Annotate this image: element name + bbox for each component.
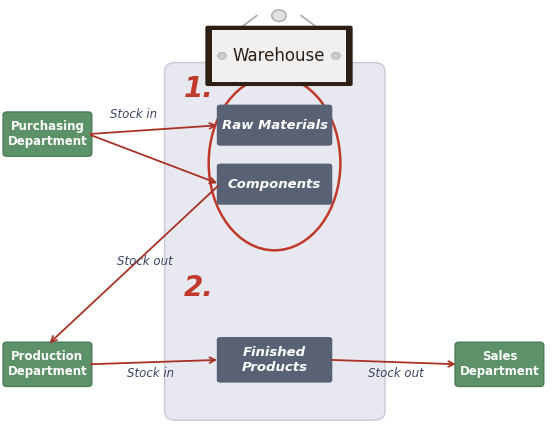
FancyBboxPatch shape (217, 105, 332, 146)
Text: Stock out: Stock out (368, 367, 424, 380)
Text: Stock out: Stock out (117, 255, 173, 268)
Text: Warehouse: Warehouse (233, 47, 325, 65)
Circle shape (218, 52, 227, 59)
FancyBboxPatch shape (217, 164, 332, 205)
Circle shape (272, 10, 286, 21)
FancyBboxPatch shape (3, 112, 92, 156)
Text: Raw Materials: Raw Materials (222, 118, 328, 132)
Text: 1.: 1. (184, 76, 214, 103)
FancyBboxPatch shape (217, 337, 332, 383)
Text: 2.: 2. (184, 274, 214, 302)
FancyBboxPatch shape (212, 30, 346, 81)
Text: Finished
Products: Finished Products (242, 346, 307, 374)
Text: Components: Components (228, 177, 321, 191)
Circle shape (331, 52, 340, 59)
FancyBboxPatch shape (165, 63, 385, 420)
FancyBboxPatch shape (205, 25, 353, 86)
Text: Stock in: Stock in (110, 108, 157, 121)
FancyBboxPatch shape (3, 342, 92, 386)
Text: Production
Department: Production Department (8, 350, 87, 378)
Text: Sales
Department: Sales Department (460, 350, 539, 378)
Text: Stock in: Stock in (127, 367, 174, 380)
Text: Purchasing
Department: Purchasing Department (8, 120, 87, 148)
FancyBboxPatch shape (455, 342, 544, 386)
